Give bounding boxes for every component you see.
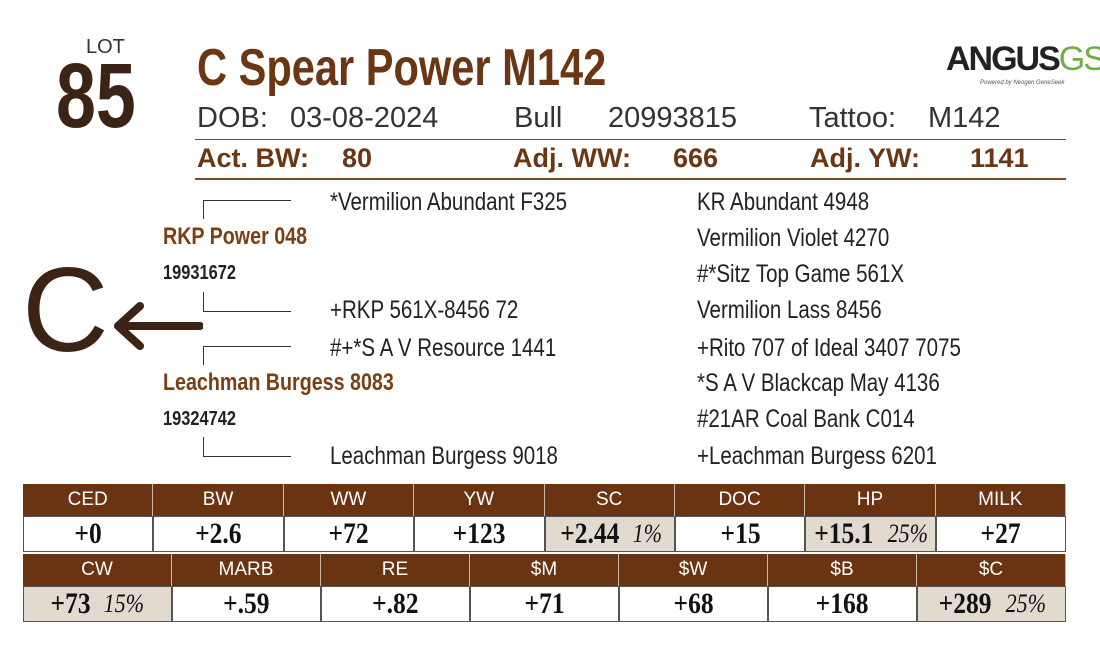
epd-header: BW [153,484,284,516]
dam-registration: 19324742 [163,408,236,430]
weight-label: Adj. YW: [810,143,921,173]
epd-value: +123 [452,517,506,550]
epd-header: $W [619,554,768,586]
bracket-line [203,311,291,312]
dam-name: Leachman Burgess 8083 [163,369,394,396]
logo-main: ANGUS [946,40,1061,78]
epd-cell: +15 [674,516,806,552]
logo-tagline: Powered by Neogen GeneSeek [980,80,1065,86]
bracket-line [203,346,204,365]
epd-cell: +2.6 [153,516,284,552]
epd-header: $C [917,554,1066,586]
epd-value: +71 [524,587,565,620]
epd-value: +168 [816,587,869,620]
epd-cell: +.59 [172,586,321,622]
tattoo: M142 [928,102,1001,134]
grandparent: #+*S A V Resource 1441 [330,334,557,362]
rule [195,139,1066,140]
epd-value: +.82 [372,587,419,620]
great-grandparent: +Leachman Burgess 6201 [697,442,937,470]
title: C Spear Power M142 [197,39,607,97]
epd-cell: +27 [935,516,1066,552]
epd-value: +68 [673,587,714,620]
bracket-line [203,292,204,311]
lot-number: 85 [56,45,136,147]
epd-header: CED [23,484,154,516]
epd-value: +2.6 [195,517,242,550]
bracket-line [203,437,204,456]
epd-value: +15 [720,517,761,550]
bracket-line [203,200,291,201]
rule [195,178,1066,180]
epd-value: +.59 [223,587,270,620]
logo-accent: GS [1058,40,1100,78]
epd-percentile: 25% [1005,589,1046,618]
epd-cell: +15.1 25% [805,516,936,552]
epd-cell: +0 [23,516,154,552]
great-grandparent: Vermilion Violet 4270 [697,224,890,252]
epd-header: WW [283,484,415,516]
weight-value: 80 [342,143,373,173]
epd-value: +73 [50,587,91,620]
grandparent: Leachman Burgess 9018 [330,442,558,470]
epd-value: +15.1 [814,517,874,550]
epd-header: YW [414,484,545,516]
brand-arrow [114,302,203,350]
epd-cell: +68 [619,586,768,622]
registration: 20993815 [608,102,738,134]
lot-label: LOT [86,36,125,58]
epd-header: $B [768,554,917,586]
epd-header: MILK [935,484,1066,516]
epd-cell: +289 25% [917,586,1066,622]
dob-label: DOB: [197,102,268,134]
bracket-line [203,456,291,457]
great-grandparent: *S A V Blackcap May 4136 [697,369,940,397]
epd-header: $M [470,554,619,586]
sire-name: RKP Power 048 [163,223,308,250]
weight-value: 666 [673,143,719,173]
grandparent: +RKP 561X-8456 72 [330,296,519,324]
epd-value: +27 [980,517,1021,550]
bracket-line [203,200,204,219]
great-grandparent: KR Abundant 4948 [697,188,870,216]
great-grandparent: Vermilion Lass 8456 [697,296,882,324]
sire-registration: 19931672 [163,262,236,284]
epd-value: +72 [328,517,369,550]
epd-percentile: 1% [632,519,663,548]
sex: Bull [514,102,563,134]
epd-header: SC [544,484,675,516]
dob: 03-08-2024 [290,102,439,134]
epd-value: +289 [938,587,992,620]
epd-percentile: 25% [887,519,929,548]
epd-cell: +123 [414,516,545,552]
epd-cell: +2.44 1% [544,516,675,552]
brand: C [22,243,109,377]
great-grandparent: #*Sitz Top Game 561X [697,260,905,288]
epd-header: CW [23,554,172,586]
epd-value: +2.44 [559,517,619,550]
weight-label: Adj. WW: [513,143,631,173]
epd-percentile: 15% [103,589,145,618]
epd-value: +0 [74,517,102,550]
epd-cell: +73 15% [23,586,172,622]
epd-header: RE [321,554,470,586]
grandparent: *Vermilion Abundant F325 [330,188,568,216]
epd-cell: +168 [768,586,917,622]
great-grandparent: #21AR Coal Bank C014 [697,405,915,433]
epd-cell: +.82 [321,586,470,622]
epd-header: MARB [172,554,321,586]
epd-cell: +71 [470,586,619,622]
epd-header: HP [805,484,936,516]
weight-label: Act. BW: [197,143,309,173]
logo: ANGUSGS [946,40,1100,79]
great-grandparent: +Rito 707 of Ideal 3407 7075 [697,334,961,362]
epd-cell: +72 [283,516,415,552]
epd-header: DOC [674,484,806,516]
weight-value: 1141 [970,143,1029,173]
tattoo-label: Tattoo: [809,102,897,134]
bracket-line [203,346,291,347]
